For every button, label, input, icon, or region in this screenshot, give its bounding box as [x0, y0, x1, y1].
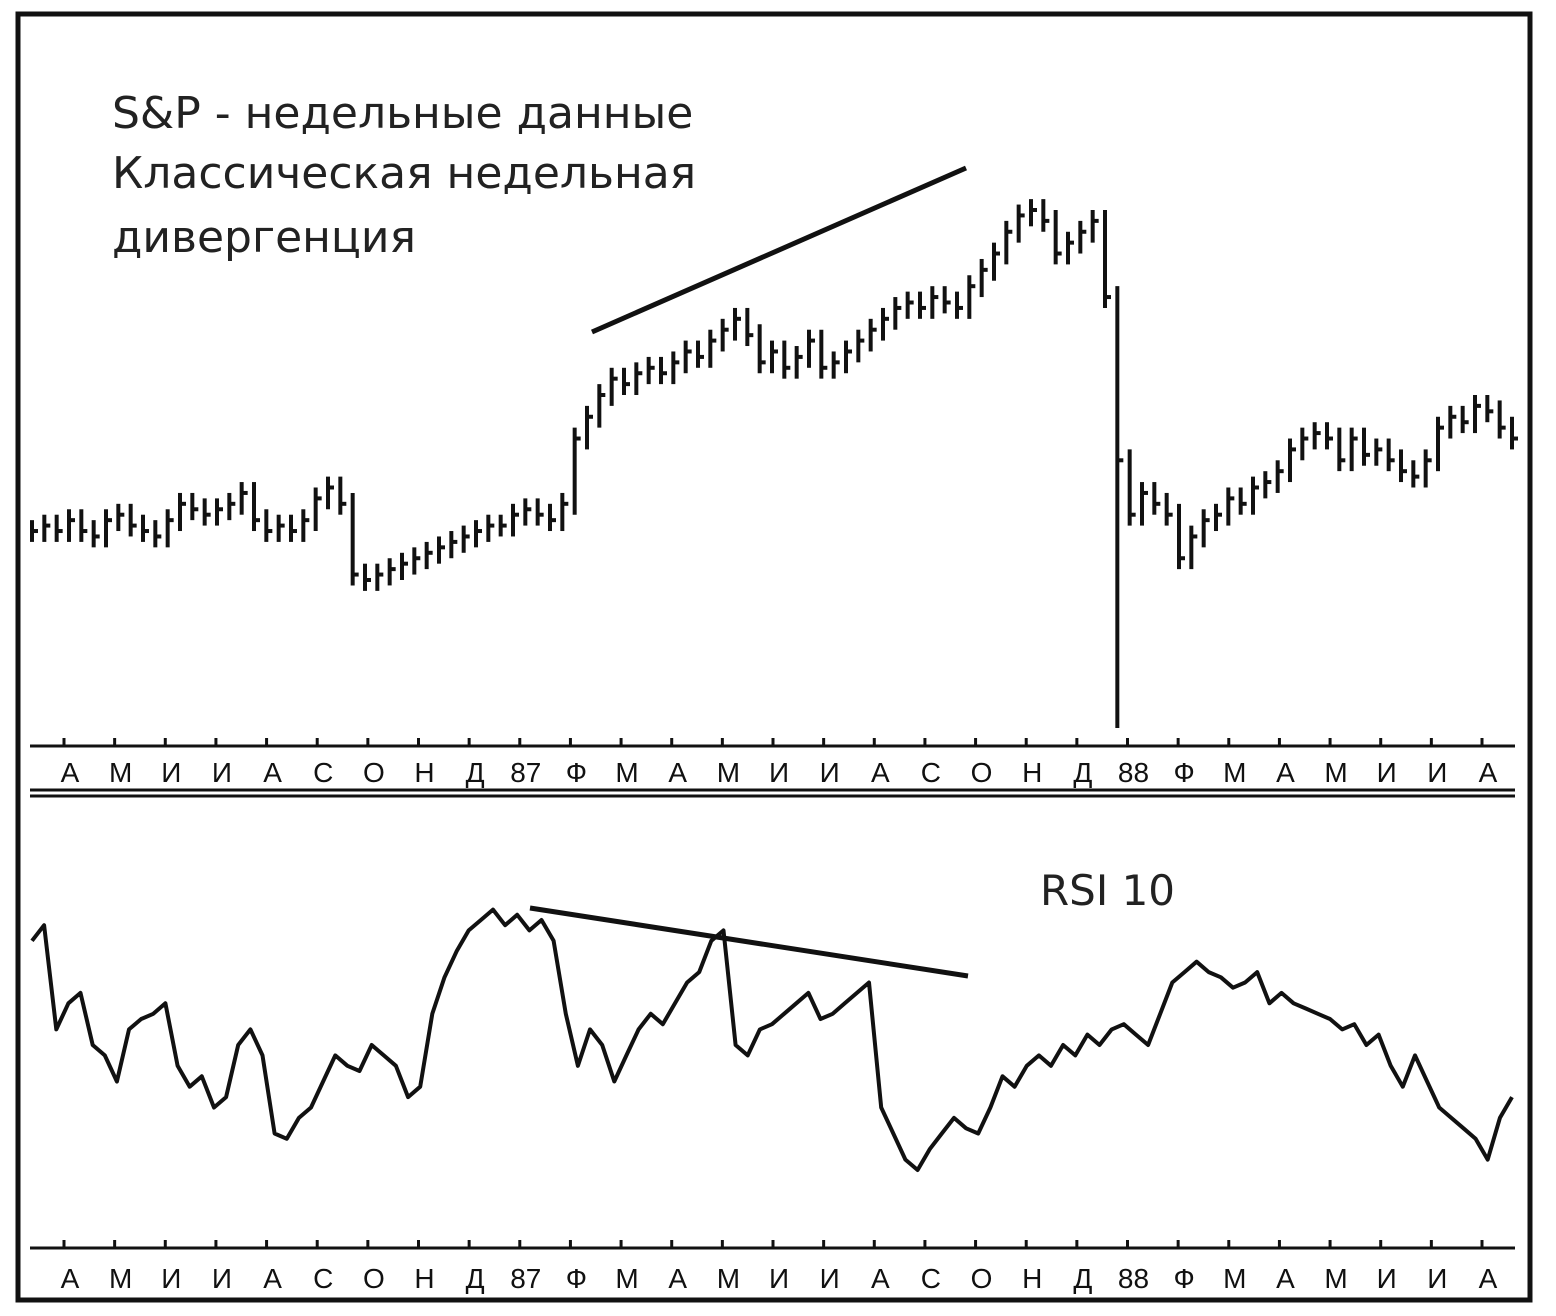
- price-tick-label: Ф: [566, 757, 587, 788]
- rsi-panel: RSI 10 А М И И А С О Н Д 87 Ф М А М И И А С О Н Д 88 Ф М А М И И А: [30, 866, 1515, 1294]
- rsi-tick-label: Н: [1022, 1263, 1042, 1294]
- price-tick-label: 88: [1118, 757, 1149, 788]
- price-title-line-1: S&P - недельные данные: [112, 88, 693, 139]
- price-tick-label: М: [109, 757, 132, 788]
- price-tick-label: А: [871, 757, 890, 788]
- rsi-tick-label: А: [1276, 1263, 1295, 1294]
- price-tick-label: И: [769, 757, 789, 788]
- price-tick-label: И: [161, 757, 181, 788]
- price-tick-label: Н: [1022, 757, 1042, 788]
- price-tick-label: И: [1377, 757, 1397, 788]
- price-tick-label: О: [363, 757, 385, 788]
- price-tick-label: Ф: [1173, 757, 1194, 788]
- figure-border: [15, 11, 1533, 1303]
- rsi-tick-label: Н: [414, 1263, 434, 1294]
- rsi-tick-label: А: [263, 1263, 282, 1294]
- price-tick-label: А: [1479, 757, 1498, 788]
- price-tick-label: Н: [414, 757, 434, 788]
- rsi-tick-label: И: [1427, 1263, 1447, 1294]
- price-tick-label: А: [1276, 757, 1295, 788]
- price-x-axis: А М И И А С О Н Д 87 Ф М А М И И А С О Н Д 88 Ф М А М И И А: [30, 738, 1515, 798]
- price-tick-label: А: [61, 757, 80, 788]
- price-tick-label: М: [615, 757, 638, 788]
- rsi-tick-label: 88: [1118, 1263, 1149, 1294]
- rsi-tick-label: И: [820, 1263, 840, 1294]
- rsi-tick-label: М: [615, 1263, 638, 1294]
- rsi-series-line: [30, 907, 1514, 1172]
- price-trendline: [590, 165, 968, 335]
- rsi-tick-label: А: [668, 1263, 687, 1294]
- rsi-tick-label: О: [971, 1263, 993, 1294]
- rsi-tick-label: И: [161, 1263, 181, 1294]
- rsi-tick-label: М: [1324, 1263, 1347, 1294]
- rsi-tick-label: И: [769, 1263, 789, 1294]
- rsi-tick-label: Ф: [566, 1263, 587, 1294]
- price-tick-label: М: [1223, 757, 1246, 788]
- rsi-tick-label: А: [1479, 1263, 1498, 1294]
- rsi-tick-label: О: [363, 1263, 385, 1294]
- rsi-tick-label: М: [717, 1263, 740, 1294]
- price-tick-label: С: [313, 757, 333, 788]
- price-tick-label: М: [1324, 757, 1347, 788]
- rsi-tick-label: А: [61, 1263, 80, 1294]
- rsi-tick-label: И: [1377, 1263, 1397, 1294]
- price-tick-label: И: [212, 757, 232, 788]
- price-tick-label: И: [820, 757, 840, 788]
- price-tick-label: Д: [1073, 757, 1092, 788]
- price-tick-label: 87: [510, 757, 541, 788]
- rsi-tick-label: Ф: [1173, 1263, 1194, 1294]
- price-tick-label: А: [668, 757, 687, 788]
- price-tick-label: И: [1427, 757, 1447, 788]
- price-panel: S&P - недельные данные Классическая неде…: [30, 88, 1518, 798]
- price-bars: [30, 199, 1518, 728]
- rsi-tick-label: М: [1223, 1263, 1246, 1294]
- rsi-tick-label: И: [212, 1263, 232, 1294]
- rsi-tick-label: А: [871, 1263, 890, 1294]
- rsi-tick-label: М: [109, 1263, 132, 1294]
- rsi-tick-label: Д: [1073, 1263, 1092, 1294]
- rsi-trendline: [529, 905, 969, 979]
- rsi-tick-label: С: [921, 1263, 941, 1294]
- price-tick-label: О: [971, 757, 993, 788]
- price-tick-label: А: [263, 757, 282, 788]
- price-title-line-3: дивергенция: [112, 212, 416, 263]
- price-title-line-2: Классическая недельная: [112, 148, 696, 199]
- price-tick-label: С: [921, 757, 941, 788]
- rsi-tick-label: С: [313, 1263, 333, 1294]
- price-tick-label: Д: [466, 757, 485, 788]
- rsi-tick-label: 87: [510, 1263, 541, 1294]
- rsi-x-axis: А М И И А С О Н Д 87 Ф М А М И И А С О Н Д 88 Ф М А М И И А: [30, 1240, 1515, 1294]
- rsi-tick-label: Д: [466, 1263, 485, 1294]
- rsi-title: RSI 10: [1040, 866, 1175, 915]
- price-tick-label: М: [717, 757, 740, 788]
